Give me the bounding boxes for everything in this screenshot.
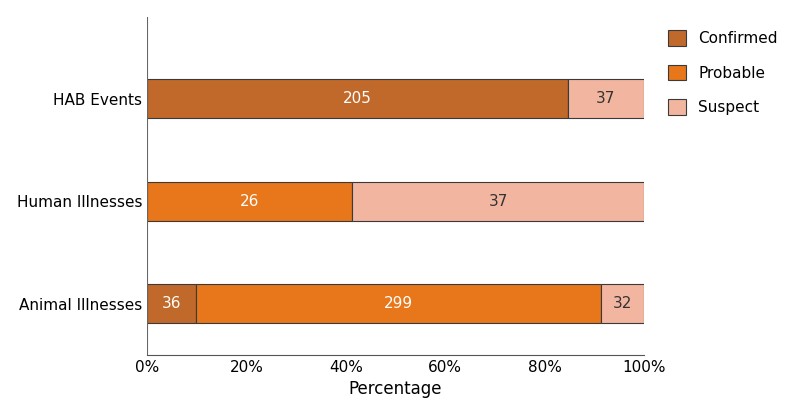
Text: 37: 37 [596, 91, 615, 106]
Bar [567, 79, 643, 118]
Legend: Confirmed, Probable, Suspect: Confirmed, Probable, Suspect [661, 24, 783, 121]
Text: 26: 26 [240, 194, 259, 209]
Text: 32: 32 [612, 296, 631, 311]
Bar [147, 182, 351, 221]
Bar [351, 182, 643, 221]
Text: 36: 36 [161, 296, 181, 311]
Bar [147, 79, 567, 118]
X-axis label: Percentage: Percentage [348, 380, 442, 398]
Bar [196, 284, 600, 323]
Text: 37: 37 [488, 194, 507, 209]
Text: 299: 299 [383, 296, 412, 311]
Text: 205: 205 [342, 91, 371, 106]
Bar [600, 284, 643, 323]
Bar [147, 284, 196, 323]
